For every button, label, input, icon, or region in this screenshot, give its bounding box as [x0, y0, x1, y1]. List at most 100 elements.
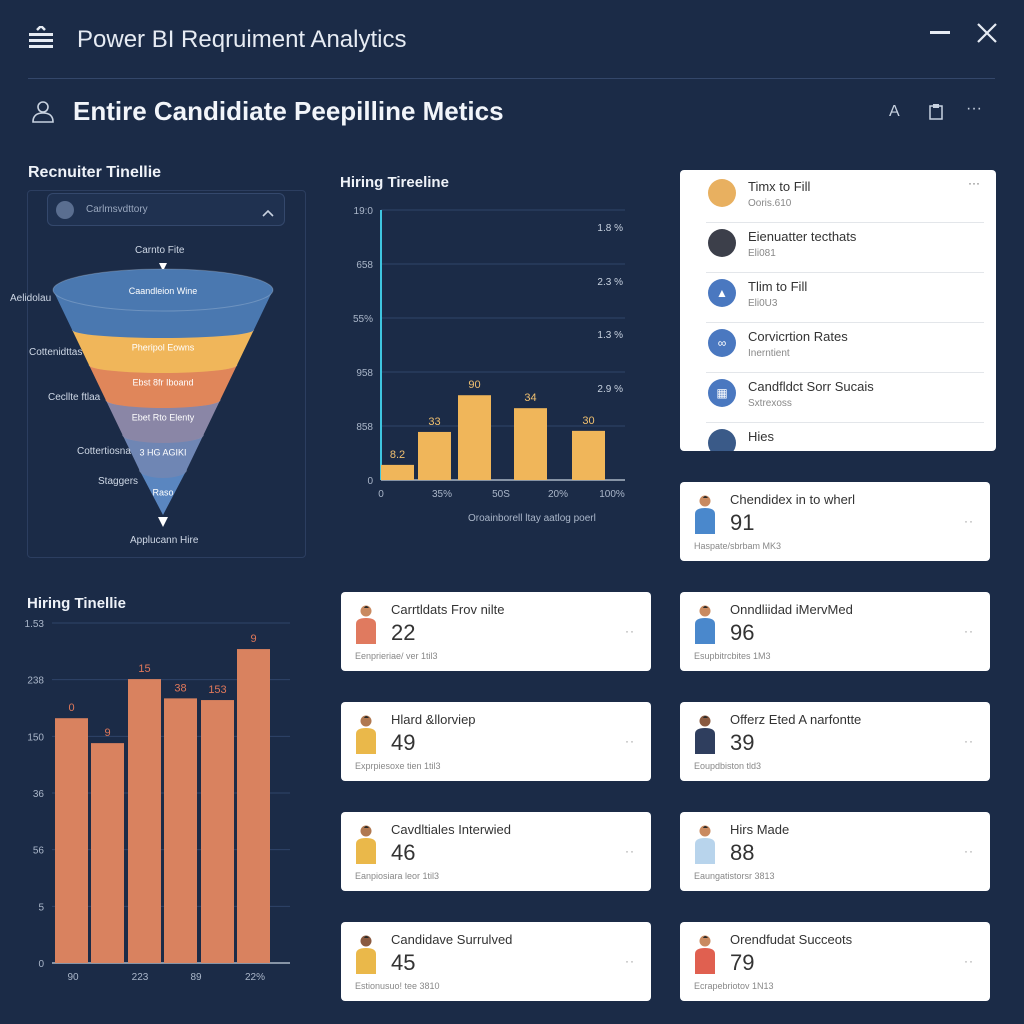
arrow-down-icon [159, 263, 167, 271]
bar[interactable] [458, 395, 491, 480]
more-icon[interactable]: ·· [625, 954, 635, 968]
y-tick-label: 36 [33, 789, 45, 800]
kpi-card[interactable]: Onndliidad iMervMed 96 Esupbitrcbites 1M3 ·… [680, 592, 990, 671]
minimize-icon[interactable] [930, 31, 950, 34]
more-icon[interactable]: ··· [966, 100, 982, 117]
data-label: 9 [104, 727, 110, 739]
kpi-value: 22 [391, 620, 416, 645]
kpi-value: 96 [730, 620, 755, 645]
list-item-title: Tlim to Fill [748, 279, 808, 294]
metrics-list: ··· Timx to Fill Ooris.610 Eienuatter tect… [680, 170, 996, 451]
bar[interactable] [418, 431, 451, 480]
funnel-segment[interactable]: Caandleion Wine [52, 268, 274, 338]
building-icon: ▦ [708, 379, 736, 407]
funnel-dropdown[interactable]: Carlmsvdttory [47, 193, 285, 226]
list-item[interactable]: Hies [706, 423, 984, 451]
kpi-card[interactable]: Hlard &llorviep 49 Exprpiesoxe tien 1til3 ·… [341, 702, 651, 781]
data-label: 15 [138, 663, 150, 675]
y-tick-label: 150 [27, 732, 44, 743]
kpi-title: Hlard &llorviep [391, 712, 476, 727]
kpi-card[interactable]: Hirs Made 88 Eaungatistorsr 3813 ·· [680, 812, 990, 891]
more-icon[interactable]: ·· [964, 954, 974, 968]
bar[interactable] [55, 718, 88, 963]
link-icon: ∞ [708, 329, 736, 357]
x-tick-label: 50S [492, 489, 510, 500]
list-item-subtitle: Eli081 [748, 248, 776, 259]
clipboard-icon[interactable] [929, 103, 943, 125]
x-tick-label: 22% [245, 972, 265, 983]
kpi-subtitle: Exprpiesoxe tien 1til3 [355, 761, 441, 771]
bar[interactable] [91, 743, 124, 963]
funnel-top-label: Carnto Fite [135, 245, 185, 256]
more-icon[interactable]: ·· [625, 734, 635, 748]
hiring-timeline-chart: 0 5 56 36 150 238 1.53 0 9 15 38 153 9 90 223 89 22% [25, 619, 290, 983]
close-icon[interactable] [976, 22, 998, 49]
list-item[interactable]: ▲ Tlim to Fill Eli0U3 [706, 273, 984, 323]
bar[interactable] [164, 698, 197, 963]
person-avatar-icon [353, 824, 379, 864]
hiring-bar-chart: 0 858 958 55% 658 19:0 8.2 33 90 34 30 0 35% 50S 20% 10… [353, 206, 625, 500]
funnel-side-label: Staggers [98, 476, 139, 487]
list-item[interactable]: ▦ Candfldct Sorr Sucais Sxtrexoss [706, 373, 984, 423]
funnel-segment-label: Raso [152, 488, 173, 498]
kpi-card[interactable]: Offerz Eted A narfontte 39 Eoupdbiston tld… [680, 702, 990, 781]
page-title: Entire Candidiate Peepilline Metics [73, 96, 504, 126]
data-label: 30 [582, 415, 594, 427]
x-tick-label: 20% [548, 489, 568, 500]
list-item-title: Corvicrtion Rates [748, 329, 848, 344]
more-icon[interactable]: ·· [964, 844, 974, 858]
funnel-bottom-label: Applucann Hire [130, 535, 199, 546]
bar[interactable] [572, 430, 605, 480]
more-icon[interactable]: ·· [625, 844, 635, 858]
hiring-chart-title: Hiring Tireeline [340, 174, 449, 191]
person-avatar-icon [692, 714, 718, 754]
kpi-card[interactable]: Cavdltiales Interwied 46 Eanpiosiara leor … [341, 812, 651, 891]
list-item[interactable]: ∞ Corvicrtion Rates Inerntient [706, 323, 984, 373]
person-avatar-icon [692, 494, 718, 534]
person-avatar-icon [692, 604, 718, 644]
data-label: 90 [468, 379, 480, 391]
more-icon[interactable]: ·· [964, 734, 974, 748]
kpi-card[interactable]: Orendfudat Succeots 79 Ecrapebriotov 1N13 ·… [680, 922, 990, 1001]
kpi-card[interactable]: Chendidex in to wherl 91 Haspate/sbrbam MK… [680, 482, 990, 561]
kpi-card[interactable]: Candidave Surrulved 45 Estionusuo! tee 381… [341, 922, 651, 1001]
kpi-card[interactable]: Carrtldats Frov nilte 22 Eenprieriae/ ver … [341, 592, 651, 671]
y-tick-label: 1.53 [25, 619, 45, 630]
bar[interactable] [128, 679, 161, 963]
more-icon[interactable]: ·· [625, 624, 635, 638]
data-label: 38 [174, 682, 186, 694]
list-item[interactable]: Timx to Fill Ooris.610 [706, 173, 984, 223]
list-item-title: Timx to Fill [748, 179, 811, 194]
more-icon[interactable]: ··· [968, 176, 980, 190]
kpi-value: 39 [730, 730, 755, 755]
percent-annotation: 1.8 % [597, 223, 623, 234]
kpi-subtitle: Eanpiosiara leor 1til3 [355, 871, 440, 881]
bar[interactable] [381, 464, 414, 480]
more-icon[interactable]: ·· [964, 514, 974, 528]
x-tick-label: 100% [599, 489, 625, 500]
kpi-value: 88 [730, 840, 755, 865]
bar[interactable] [201, 700, 234, 963]
list-item-title: Hies [748, 429, 775, 444]
user-icon [30, 98, 56, 129]
header-divider [28, 78, 995, 79]
kpi-subtitle: Esupbitrcbites 1M3 [694, 651, 771, 661]
funnel-panel [27, 190, 306, 558]
more-icon[interactable]: ·· [964, 624, 974, 638]
hiring-timeline-title: Hiring Tinellie [27, 595, 126, 612]
arrow-down-icon [158, 517, 168, 527]
y-tick-label: 658 [356, 260, 373, 271]
bar[interactable] [237, 649, 270, 963]
bar[interactable] [514, 408, 547, 480]
kpi-subtitle: Estionusuo! tee 3810 [355, 981, 440, 991]
y-tick-label: 0 [38, 959, 44, 970]
funnel-segment-label: Caandleion Wine [129, 286, 198, 296]
text-icon[interactable]: A [889, 103, 900, 120]
funnel-side-label: Aelidolau [10, 293, 52, 304]
hamburger-icon[interactable] [28, 24, 54, 50]
funnel-segment-label: Pheripol Eowns [132, 343, 195, 353]
funnel-segment-label: Ebet Rto Elenty [132, 413, 195, 423]
x-tick-label: 35% [432, 489, 452, 500]
list-item[interactable]: Eienuatter tecthats Eli081 [706, 223, 984, 273]
avatar [708, 429, 736, 451]
